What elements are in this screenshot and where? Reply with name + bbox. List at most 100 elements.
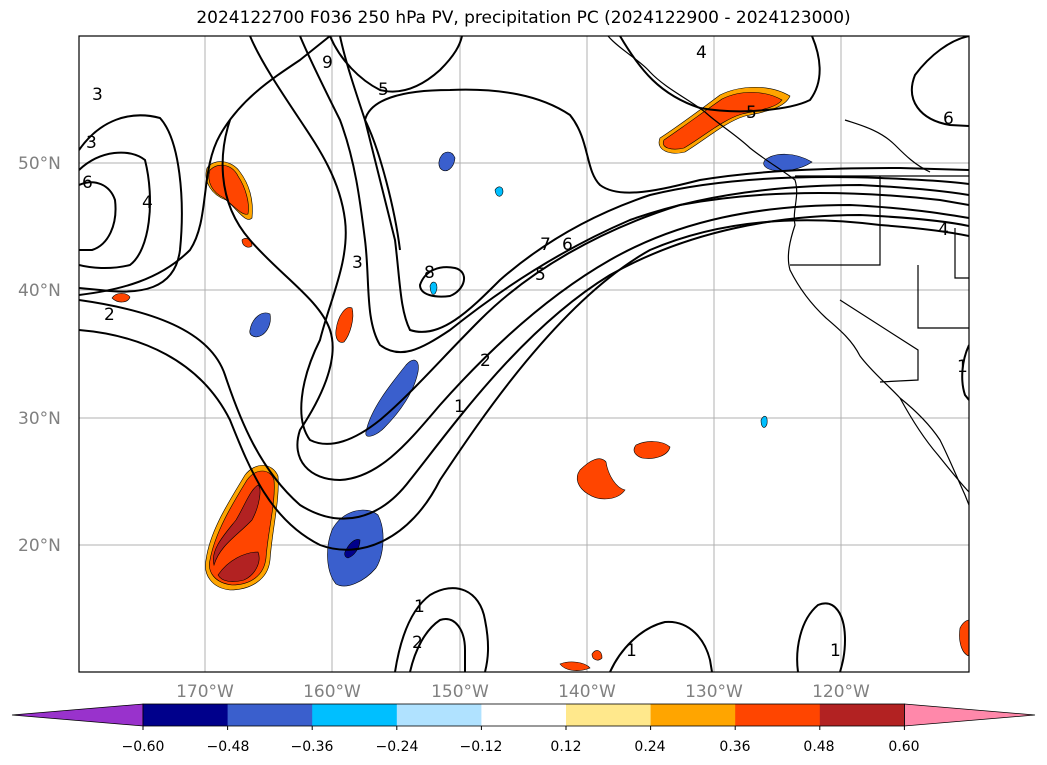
map-border bbox=[78, 35, 970, 673]
colorbar-extend-low bbox=[11, 703, 144, 727]
contour-label: 3 bbox=[86, 133, 97, 153]
pv-contour-3 bbox=[79, 114, 183, 293]
colorbar-tick-label: −0.36 bbox=[291, 739, 334, 755]
colorbar-tick-label: −0.12 bbox=[460, 739, 503, 755]
figure-title: 2024122700 F036 250 hPa PV, precipitatio… bbox=[196, 8, 851, 28]
precip-negative-area bbox=[365, 359, 419, 437]
pv-contour-8 bbox=[418, 266, 465, 298]
contour-label: 5 bbox=[746, 103, 757, 123]
pv-contour-5 bbox=[299, 36, 969, 354]
lat-label: 20°N bbox=[18, 536, 61, 556]
state-border bbox=[954, 228, 969, 279]
pv-contour-7 bbox=[363, 88, 969, 251]
contour-label: 1 bbox=[830, 641, 841, 661]
precip-negative-area bbox=[760, 415, 768, 428]
colorbar-segment bbox=[143, 704, 229, 726]
colorbar-tick-label: 0.36 bbox=[719, 739, 750, 755]
pv-contour-6 bbox=[339, 36, 969, 333]
contour-label: 3 bbox=[352, 253, 363, 273]
lon-label: 140°W bbox=[558, 682, 616, 702]
precip-positive-area bbox=[111, 293, 131, 303]
coast-detail bbox=[844, 119, 931, 173]
contour-label: 5 bbox=[378, 80, 389, 100]
contour-label: 5 bbox=[535, 265, 546, 285]
contour-label: 1 bbox=[414, 597, 425, 617]
contour-label: 2 bbox=[412, 633, 423, 653]
precip-negative-area bbox=[429, 281, 438, 295]
colorbar-extend-high bbox=[904, 703, 1036, 727]
contour-label: 4 bbox=[938, 220, 949, 240]
pv-contour-4 bbox=[619, 36, 821, 113]
colorbar-labels: −0.60 −0.48 −0.36 −0.24 −0.12 0.12 0.24 … bbox=[122, 739, 920, 755]
precip-positive-area bbox=[959, 619, 969, 657]
contour-labels: 3 3 6 4 2 9 5 4 5 6 4 3 8 7 6 5 2 1 1 2 … bbox=[82, 43, 968, 661]
lat-label: 30°N bbox=[18, 409, 61, 429]
precip-positive-core bbox=[662, 92, 783, 150]
pv-contour-3 bbox=[221, 119, 969, 482]
lon-label: 160°W bbox=[303, 682, 361, 702]
contour-label: 4 bbox=[142, 193, 153, 213]
precip-negative-area bbox=[494, 186, 504, 197]
colorbar-segment bbox=[481, 704, 567, 726]
precip-positive-core bbox=[208, 164, 249, 215]
contour-label: 1 bbox=[626, 641, 637, 661]
colorbar-segment bbox=[566, 704, 652, 726]
precip-positive-area bbox=[335, 307, 354, 343]
latitude-labels: 50°N 40°N 30°N 20°N bbox=[18, 154, 61, 556]
colorbar-segment bbox=[650, 704, 736, 726]
pv-contour-6 bbox=[79, 181, 117, 251]
precip-positive-area bbox=[576, 458, 626, 500]
contour-label: 1 bbox=[957, 357, 968, 377]
precip-strong-core bbox=[213, 484, 261, 567]
pv-contour-1 bbox=[79, 219, 969, 551]
colorbar-segment bbox=[312, 704, 398, 726]
longitude-labels: 170°W 160°W 150°W 140°W 130°W 120°W bbox=[176, 682, 870, 702]
contour-label: 1 bbox=[454, 397, 465, 417]
colorbar-tick-label: 0.48 bbox=[803, 739, 834, 755]
contour-label: 2 bbox=[104, 305, 115, 325]
colorbar-tick-label: 0.60 bbox=[888, 739, 919, 755]
precip-positive-area bbox=[633, 441, 671, 459]
contour-label: 2 bbox=[480, 351, 491, 371]
lat-label: 40°N bbox=[18, 281, 61, 301]
precip-negative-area bbox=[438, 151, 456, 172]
colorbar-segment bbox=[227, 704, 313, 726]
precip-strong-core bbox=[217, 551, 260, 582]
pv-contour-4 bbox=[79, 151, 151, 269]
lat-label: 50°N bbox=[18, 154, 61, 174]
state-border bbox=[917, 265, 969, 329]
colorbar-tick-label: −0.60 bbox=[122, 739, 165, 755]
precip-positive-area bbox=[591, 650, 603, 661]
state-border bbox=[790, 176, 881, 266]
contour-label: 4 bbox=[696, 43, 707, 63]
pv-contour-1 bbox=[796, 602, 847, 672]
colorbar-tick-label: −0.48 bbox=[207, 739, 250, 755]
state-border bbox=[839, 299, 919, 383]
pv-contour-1 bbox=[961, 344, 969, 401]
colorbar-segment bbox=[819, 704, 905, 726]
pv-contour-1 bbox=[609, 620, 713, 672]
lon-label: 150°W bbox=[431, 682, 489, 702]
contour-label: 9 bbox=[322, 53, 333, 73]
precip-negative-area bbox=[249, 312, 271, 338]
colorbar-frame bbox=[142, 703, 905, 727]
precip-positive-area bbox=[559, 661, 591, 671]
contour-label: 8 bbox=[424, 263, 435, 283]
pv-contour-5 bbox=[329, 36, 463, 93]
contour-label: 3 bbox=[92, 85, 103, 105]
lon-label: 130°W bbox=[685, 682, 743, 702]
pv-contour-6 bbox=[910, 36, 969, 127]
colorbar-tick-label: −0.24 bbox=[376, 739, 419, 755]
colorbar-tick-label: 0.24 bbox=[634, 739, 665, 755]
baja-coast bbox=[899, 397, 969, 493]
contour-label: 7 bbox=[540, 235, 551, 255]
colorbar-segment bbox=[396, 704, 482, 726]
precip-shading bbox=[111, 87, 969, 671]
colorbar bbox=[11, 703, 1036, 730]
pv-contours bbox=[79, 36, 969, 672]
contour-label: 6 bbox=[943, 109, 954, 129]
pv-contour-2 bbox=[409, 618, 466, 672]
pv-contour-2 bbox=[79, 36, 331, 296]
pv-contour-1 bbox=[394, 587, 489, 672]
contour-label: 6 bbox=[562, 235, 573, 255]
